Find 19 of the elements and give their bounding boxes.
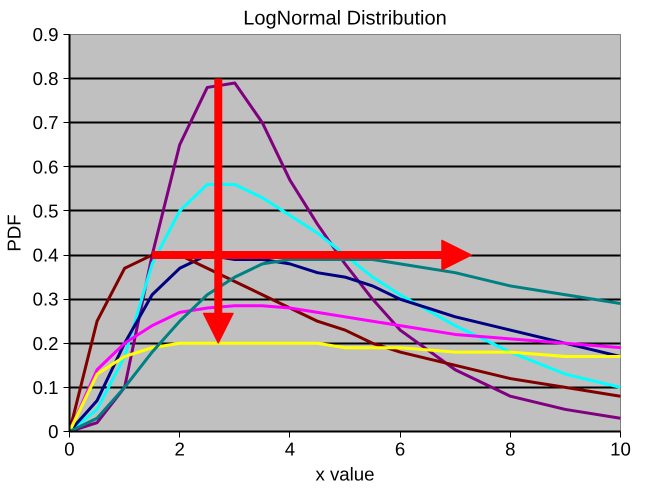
x-tick-label: 4 — [284, 438, 296, 460]
x-tick-label: 10 — [610, 438, 631, 460]
x-tick-label: 2 — [174, 438, 185, 460]
y-axis-title: PDF — [4, 214, 25, 252]
y-tick-label: 0.1 — [32, 376, 59, 398]
chart-title: LogNormal Distribution — [243, 8, 447, 30]
x-tick-label: 6 — [394, 438, 406, 460]
y-tick-label: 0 — [48, 421, 59, 442]
y-tick-label: 0.4 — [32, 244, 59, 266]
y-tick-label: 0.5 — [32, 200, 59, 222]
x-axis-title: x value — [315, 464, 375, 484]
y-tick-label: 0.3 — [32, 288, 59, 310]
x-tick-label: 0 — [64, 438, 75, 460]
y-tick-label: 0.2 — [32, 332, 59, 354]
y-tick-label: 0.6 — [32, 156, 59, 178]
x-tick-label: 8 — [505, 438, 516, 460]
y-tick-label: 0.8 — [32, 68, 59, 90]
y-tick-label: 0.7 — [32, 112, 59, 134]
y-tick-label: 0.9 — [32, 24, 59, 45]
